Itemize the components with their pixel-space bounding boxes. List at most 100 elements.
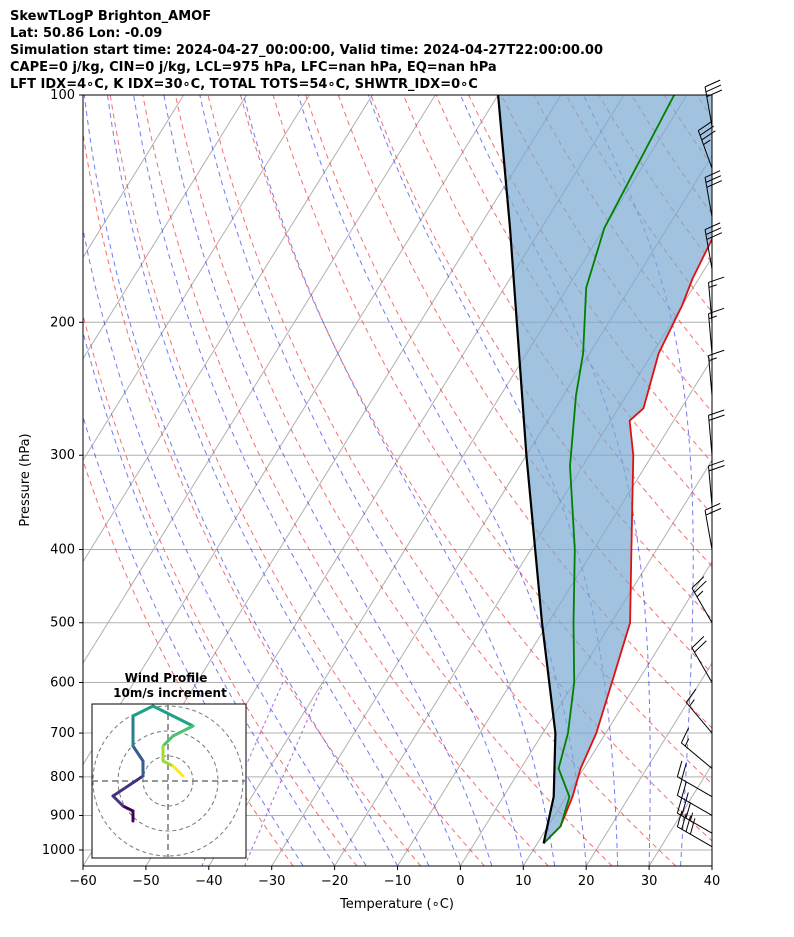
wind-barb — [691, 636, 713, 683]
moist-adiabat — [199, 95, 524, 866]
chart-header: SkewTLogP Brighton_AMOF Lat: 50.86 Lon: … — [10, 8, 603, 93]
x-tick-label: 30 — [641, 874, 658, 889]
isotherm-line — [397, 357, 712, 866]
wind-barb — [680, 727, 713, 769]
wind-barb — [708, 409, 725, 456]
y-axis-label: Pressure (hPa) — [18, 433, 33, 526]
y-tick-label: 700 — [50, 726, 75, 741]
wind-barb — [708, 276, 725, 323]
hodograph-segment — [111, 794, 125, 808]
hodograph-segment — [121, 804, 135, 813]
y-tick-label: 300 — [50, 448, 75, 463]
hodograph-segment — [131, 704, 155, 718]
isotherm-line — [83, 95, 373, 563]
y-tick-label: 1000 — [42, 843, 75, 858]
isotherm-line — [711, 865, 712, 866]
hodograph-segment — [161, 759, 175, 768]
x-axis-label: Temperature (∘C) — [339, 897, 454, 912]
sounding-series-line — [542, 237, 712, 845]
moist-adiabat — [243, 95, 556, 866]
wind-barb — [704, 79, 723, 127]
sounding-series-line — [497, 95, 557, 844]
x-tick-label: −30 — [258, 874, 285, 889]
isotherm-line — [83, 95, 185, 259]
hodograph-segment — [131, 744, 145, 763]
wind-barb — [697, 120, 716, 169]
dry-adiabat — [142, 95, 549, 866]
sounding-series-line — [542, 95, 675, 845]
wind-barb — [685, 688, 713, 734]
hodograph-segment — [171, 764, 185, 778]
wind-barb — [708, 307, 725, 354]
moist-adiabat — [582, 95, 694, 866]
isotherm-line — [585, 662, 712, 866]
hodograph-segment — [161, 734, 175, 748]
moist-adiabat — [83, 415, 304, 866]
dry-adiabat — [729, 95, 794, 866]
moist-adiabat — [711, 860, 712, 866]
dry-adiabat — [207, 95, 677, 866]
isotherm-line — [83, 95, 247, 360]
y-tick-label: 400 — [50, 543, 75, 558]
hodograph-segment — [111, 774, 145, 798]
x-tick-label: −60 — [69, 874, 96, 889]
hodograph-segment — [171, 724, 195, 738]
y-tick-label: 200 — [50, 315, 75, 330]
wind-barb — [676, 779, 713, 816]
isotherm-line — [459, 459, 712, 866]
y-tick-label: 800 — [50, 770, 75, 785]
dry-adiabat — [305, 95, 712, 729]
moist-adiabat — [107, 95, 430, 866]
x-tick-label: −20 — [321, 874, 348, 889]
y-tick-label: 600 — [50, 676, 75, 691]
wind-barb — [676, 810, 713, 848]
isotherm-line — [522, 560, 712, 866]
hodograph-inset: Wind Profile 10m/s increment — [91, 671, 247, 859]
cape-line: CAPE=0 j/kg, CIN=0 j/kg, LCL=975 hPa, LF… — [10, 60, 497, 75]
moist-adiabat — [83, 329, 336, 866]
hodograph-segment — [151, 704, 195, 728]
index-line: LFT IDX=4∘C, K IDX=30∘C, TOTAL TOTS=54∘C… — [10, 77, 478, 92]
x-tick-label: −50 — [132, 874, 159, 889]
dry-adiabat — [337, 95, 712, 674]
isotherm-line — [83, 95, 436, 665]
moist-adiabat — [83, 95, 398, 866]
moist-adiabat — [163, 95, 493, 866]
wind-barb — [704, 502, 722, 550]
parcel-area-shading — [498, 95, 712, 844]
time-line: Simulation start time: 2024-04-27_00:00:… — [10, 43, 603, 58]
x-tick-label: 20 — [578, 874, 595, 889]
wind-barb — [691, 576, 713, 623]
x-tick-label: 40 — [704, 874, 721, 889]
moist-adiabat — [744, 95, 794, 866]
inset-subtitle: 10m/s increment — [113, 686, 227, 700]
moist-adiabat — [133, 95, 461, 866]
x-tick-label: −10 — [384, 874, 411, 889]
location-line: Lat: 50.86 Lon: -0.09 — [10, 26, 163, 41]
wind-barb — [676, 797, 713, 834]
y-tick-label: 900 — [50, 808, 75, 823]
wind-barb — [704, 222, 723, 270]
inset-title: Wind Profile — [125, 671, 208, 685]
dry-adiabat — [83, 459, 294, 866]
y-tick-label: 100 — [50, 88, 75, 103]
wind-barb — [704, 170, 723, 217]
wind-barb — [708, 349, 725, 396]
isotherm-line — [775, 95, 794, 866]
dry-adiabat — [240, 95, 712, 842]
x-tick-label: 0 — [456, 874, 464, 889]
dry-adiabat — [83, 313, 358, 866]
wind-barb — [676, 760, 713, 798]
isotherm-line — [83, 95, 310, 462]
y-tick-label: 500 — [50, 616, 75, 631]
moist-adiabat — [775, 95, 794, 866]
dry-adiabat — [83, 130, 422, 866]
dry-adiabat — [762, 95, 794, 866]
wind-barb — [708, 460, 725, 506]
x-tick-label: 10 — [515, 874, 532, 889]
chart-title: SkewTLogP Brighton_AMOF — [10, 9, 212, 24]
x-tick-label: −40 — [195, 874, 222, 889]
mixing-ratio-line — [244, 682, 325, 866]
dry-adiabat — [500, 95, 712, 413]
